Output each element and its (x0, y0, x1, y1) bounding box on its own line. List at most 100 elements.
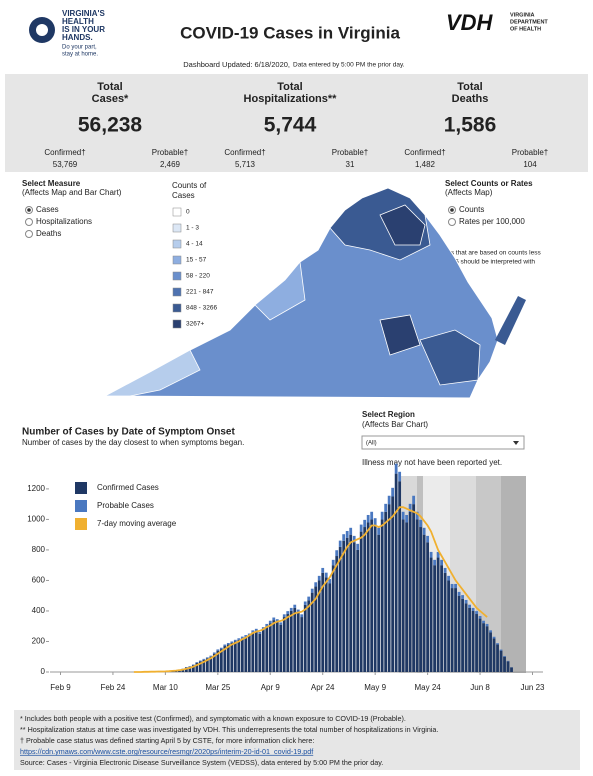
radio[interactable] (448, 218, 456, 226)
bar (443, 567, 447, 573)
bar (226, 643, 230, 645)
bar (352, 542, 356, 672)
vdh-name: VIRGINIA (510, 12, 534, 18)
bar (496, 644, 499, 672)
bar (219, 649, 223, 672)
bar (195, 662, 199, 663)
virginia-map[interactable] (104, 187, 526, 399)
bar (240, 638, 244, 672)
bar (349, 534, 353, 672)
map-legend: 0 1 - 3 4 - 14 15 - 57 58 - 220 221 - 847 848 … (172, 207, 217, 329)
bar (279, 622, 283, 625)
radio-label[interactable]: Counts (459, 205, 484, 214)
radio[interactable] (25, 230, 33, 238)
bar (261, 627, 265, 630)
bar (205, 658, 209, 672)
bar (436, 551, 440, 558)
radio[interactable] (25, 218, 33, 226)
bar (216, 650, 220, 672)
bar (251, 630, 255, 633)
bar (440, 559, 444, 566)
breakdown-label: Probable† (332, 148, 368, 157)
bar (258, 633, 262, 672)
filter-title: Select Counts or Rates (445, 179, 533, 188)
bar (478, 618, 482, 672)
moving-average (133, 506, 488, 673)
region-dropdown[interactable] (361, 435, 525, 450)
y-tick-label: 1000 (27, 515, 45, 524)
filter-title: Select Measure (22, 179, 81, 188)
map-eastern-shore[interactable] (495, 296, 526, 345)
region-dropdown-value[interactable]: (All) (366, 441, 377, 447)
map-region[interactable] (419, 329, 481, 386)
bar (268, 620, 272, 624)
bar (471, 607, 475, 611)
map-region[interactable] (379, 314, 421, 356)
dropdown-arrow[interactable] (513, 441, 519, 445)
map-region[interactable] (379, 204, 426, 246)
radio-selected[interactable] (27, 208, 31, 212)
legend-swatch (172, 319, 182, 329)
breakdown-value: 53,769 (53, 160, 78, 169)
caution: Rates that are based on counts less (437, 250, 541, 257)
bar (307, 600, 311, 672)
stat-value: 56,238 (78, 114, 143, 137)
legend-label: Probable Cases (97, 501, 154, 510)
map-region[interactable] (254, 261, 306, 321)
radio-label[interactable]: Cases (36, 205, 59, 214)
bar (366, 522, 370, 672)
bar (394, 463, 398, 474)
logo-text: HEALTH (62, 17, 94, 26)
chart-annotation: Illness may not have been reported yet. (362, 458, 502, 467)
footer-link[interactable]: https://cdn.ymaws.com/www.cste.org/resou… (20, 747, 313, 756)
y-tick-label: 0 (41, 667, 46, 676)
legend-label: 15 - 57 (186, 257, 207, 264)
breakdown-value: 104 (523, 160, 537, 169)
radio-label[interactable]: Deaths (36, 229, 61, 238)
bar (415, 511, 419, 520)
bar (363, 519, 367, 528)
legend-label: 221 - 847 (186, 289, 214, 296)
logo-text: HANDS. (62, 33, 93, 42)
breakdown-label: Probable† (152, 148, 188, 157)
x-tick-label: Feb 24 (100, 683, 125, 692)
bar (345, 531, 349, 538)
bar (296, 612, 300, 672)
legend-swatch (172, 207, 182, 217)
bar (349, 527, 353, 535)
y-tick-label: 600 (32, 576, 46, 585)
y-tick-label: 400 (32, 606, 46, 615)
legend-swatch (172, 239, 182, 249)
bar (254, 628, 258, 631)
x-tick-label: Jun 23 (520, 683, 545, 692)
bar (209, 655, 213, 657)
bar (286, 614, 290, 672)
breakdown-label: Confirmed† (44, 148, 85, 157)
bar (195, 662, 199, 672)
bar (272, 620, 276, 672)
radio-selected[interactable] (450, 208, 454, 212)
filter-note: (Affects Map) (445, 188, 493, 197)
bar (429, 551, 433, 558)
radio-label[interactable]: Rates per 100,000 (459, 217, 525, 226)
bar (342, 534, 346, 541)
radio-label[interactable]: Hospitalizations (36, 217, 92, 226)
stat-label: Total (457, 81, 482, 93)
caution: than 15 should be interpreted with (437, 259, 535, 266)
bar (384, 503, 388, 512)
x-tick-label: Mar 10 (153, 683, 178, 692)
bar (412, 504, 416, 672)
legend-label: 4 - 14 (186, 241, 203, 248)
bar (464, 603, 468, 672)
bar (275, 621, 279, 672)
bar (240, 636, 244, 639)
bar (377, 534, 381, 672)
legend-label: 58 - 220 (186, 273, 210, 280)
bar (506, 661, 510, 672)
bar (492, 636, 496, 639)
bar (261, 629, 265, 672)
map-region[interactable] (104, 349, 201, 397)
bar (188, 666, 192, 672)
bar (342, 540, 346, 672)
bar (436, 557, 440, 672)
